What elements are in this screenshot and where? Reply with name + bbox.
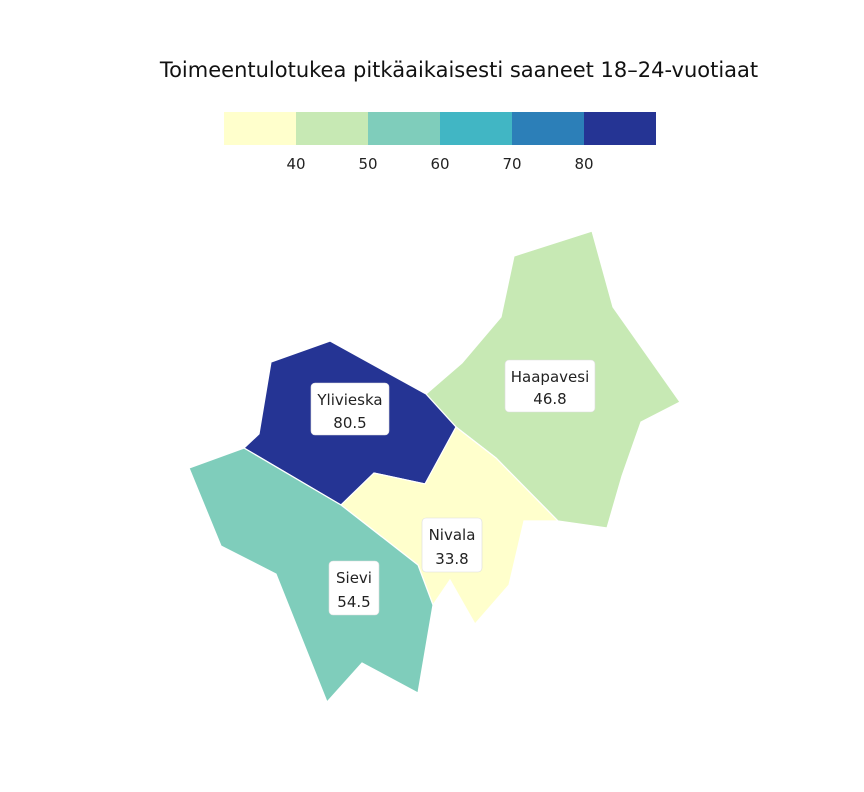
region-value: 33.8: [435, 550, 468, 568]
label-box: [421, 517, 483, 573]
label-box: [504, 359, 596, 413]
legend-swatch: [296, 112, 368, 145]
label-sievi: Sievi 54.5: [328, 560, 380, 616]
legend-tick-label: 40: [286, 155, 305, 173]
region-name: Ylivieska: [316, 391, 382, 409]
label-ylivieska: Ylivieska 80.5: [310, 382, 390, 436]
region-name: Haapavesi: [511, 368, 589, 386]
legend-swatch: [584, 112, 656, 145]
color-legend: 40 50 60 70 80: [224, 112, 656, 173]
map-title: Toimeentulotukea pitkäaikaisesti saaneet…: [159, 58, 758, 82]
label-box: [328, 560, 380, 616]
label-box: [310, 382, 390, 436]
legend-tick-label: 60: [430, 155, 449, 173]
label-haapavesi: Haapavesi 46.8: [504, 359, 596, 413]
region-sievi: [188, 447, 434, 704]
region-value: 80.5: [333, 414, 366, 432]
region-value: 54.5: [337, 593, 370, 611]
legend-tick-label: 50: [358, 155, 377, 173]
legend-tick-label: 70: [502, 155, 521, 173]
region-name: Nivala: [429, 526, 476, 544]
region-value: 46.8: [533, 390, 566, 408]
legend-swatch: [224, 112, 296, 145]
label-nivala: Nivala 33.8: [421, 517, 483, 573]
legend-swatch: [512, 112, 584, 145]
legend-swatch: [368, 112, 440, 145]
region-labels: Haapavesi 46.8 Ylivieska 80.5 Nivala 33.…: [310, 359, 596, 616]
regions: [188, 230, 681, 704]
region-name: Sievi: [336, 569, 372, 587]
legend-swatch: [440, 112, 512, 145]
legend-tick-label: 80: [574, 155, 593, 173]
